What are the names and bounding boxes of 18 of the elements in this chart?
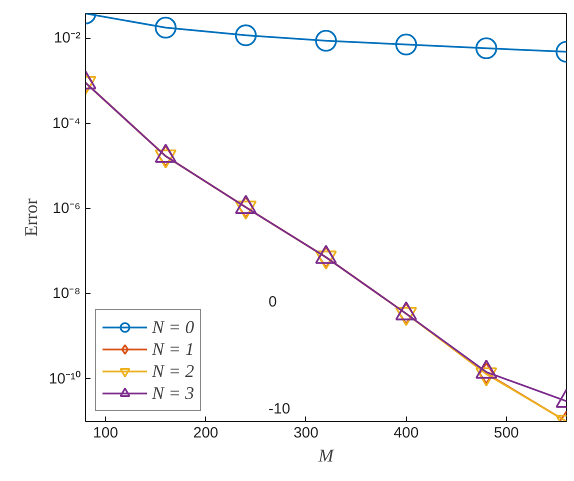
legend-label: N = 1 [152,338,194,360]
x-tick-label: 300 [293,424,318,442]
y-tick-label: 10⁻¹⁰ [48,370,81,388]
legend-label: N = 0 [152,316,194,338]
y-tick-label: 10⁻⁴ [52,114,81,132]
y-tick-label: 10⁻⁶ [52,200,80,218]
y-tick-label: 10⁻² [54,30,81,47]
legend-label: N = 2 [152,360,194,382]
y-axis-title: Error [20,198,41,236]
x-tick-label: 200 [193,424,218,442]
x-tick-label: 500 [494,424,519,442]
annotation: 0 [268,294,277,310]
x-tick-label: 100 [93,424,118,442]
x-tick-label: 400 [394,424,419,442]
annotation: -10 [268,400,290,418]
y-tick-label: 10⁻⁸ [52,285,81,302]
x-axis-title: M [318,446,335,466]
legend-label: N = 3 [152,382,194,404]
